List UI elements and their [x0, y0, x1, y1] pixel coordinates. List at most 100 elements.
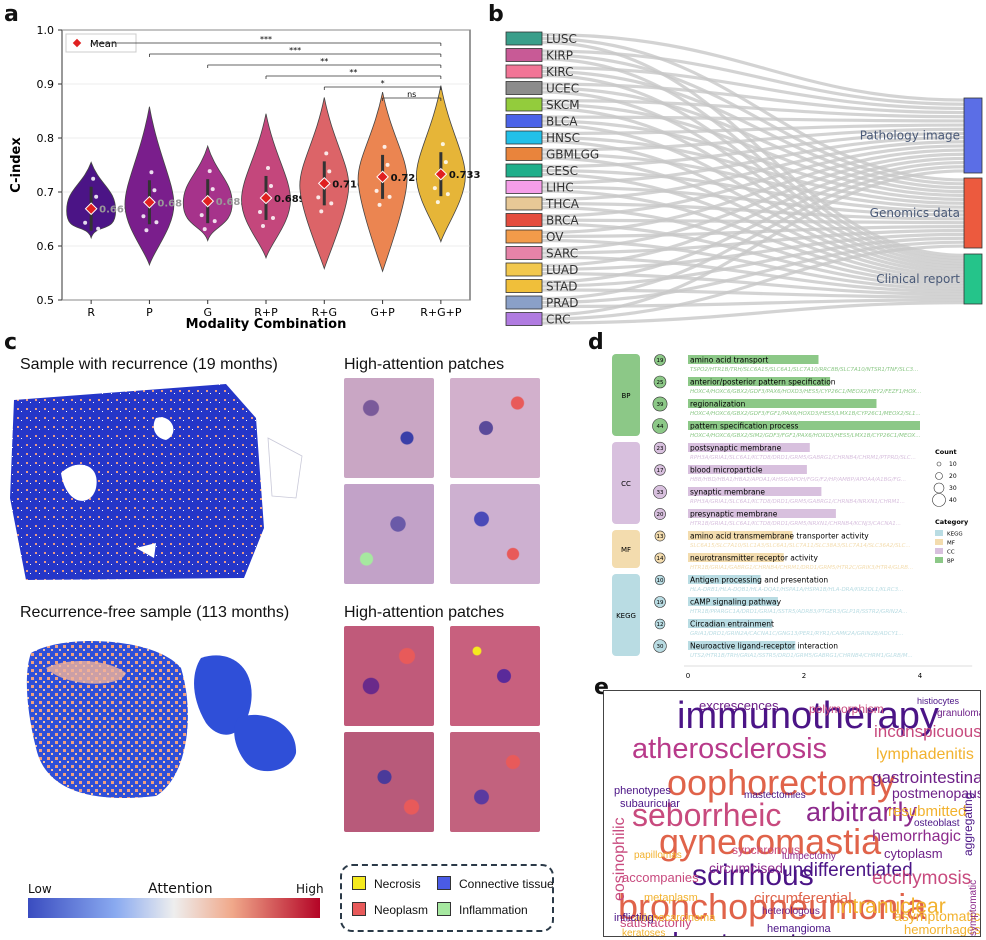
cloud-word: phenotypes [614, 785, 671, 797]
count-bubble [654, 464, 666, 476]
sankey-source-label: BLCA [546, 115, 578, 129]
x-tick-label: 0 [686, 672, 690, 680]
count-legend-label: 30 [949, 485, 957, 492]
y-tick-label: 0.5 [37, 294, 55, 307]
mean-label: 0.669 [99, 205, 131, 216]
term-genes: TSPO2/HTR1B/TRH/SLC6A15/SLC6A1/SLC7A10/R… [690, 367, 919, 373]
category-legend-label: KEGG [947, 532, 963, 538]
sankey-source-SARC [505, 246, 543, 260]
sig-label: ** [349, 68, 357, 77]
category-legend-swatch [935, 548, 943, 554]
term-bar [688, 619, 773, 628]
count-label: 44 [657, 424, 664, 430]
violin-point [212, 219, 217, 224]
y-tick-label: 0.9 [37, 78, 55, 91]
sankey-source-OV [505, 229, 543, 244]
x-tick-label: G+P [370, 306, 395, 319]
sankey-target [963, 97, 983, 174]
violin-point [443, 160, 448, 165]
panel-label-b: b [488, 2, 504, 27]
violin-point [319, 209, 324, 214]
term-genes: RPH3A/GRIA1/SLC6A1/KCTD8/DRD1/GRM5/GABRG… [690, 499, 905, 505]
sankey-target-label: Genomics data [870, 206, 960, 220]
violin-point [440, 142, 445, 147]
sankey-source-SKCM [505, 97, 543, 112]
cloud-word: lymphadenitis [876, 746, 974, 763]
violin-point [210, 187, 215, 192]
cloud-word: undifferentiated [782, 860, 913, 881]
sankey-link [541, 82, 965, 115]
mean-label: 0.683 [216, 197, 248, 208]
category-legend-swatch [935, 557, 943, 563]
term-genes: GRIA1/DRD1/GRIN2A/CACNA1C/GNG13/PER1/RYR… [690, 631, 904, 637]
count-label: 17 [657, 468, 664, 474]
term-label: neurotransmitter receptor activity [690, 554, 818, 563]
term-label: postsynaptic membrane [690, 444, 782, 453]
violin-point [96, 226, 101, 231]
cloud-word: circumferential [754, 890, 852, 907]
count-legend-circle [935, 472, 943, 480]
sankey-link [541, 169, 965, 317]
patch-4 [450, 484, 540, 584]
sankey-link [541, 236, 965, 288]
mean-marker [84, 202, 98, 216]
sig-label: *** [289, 46, 301, 55]
cloud-word: hemangioma [767, 923, 831, 935]
sankey-link [541, 144, 965, 218]
cloud-word: mastectomies [744, 790, 806, 801]
violin-point [377, 202, 382, 207]
violin-point [445, 192, 450, 197]
cloud-word: inflicting [614, 912, 654, 924]
cloud-word: hysterectomy [672, 928, 856, 936]
sankey-source-CESC [505, 163, 543, 178]
attention-high-label: High [296, 882, 324, 896]
violin-point [141, 214, 146, 219]
cloud-word: hemorrhagic [872, 828, 961, 845]
sankey-link [541, 140, 965, 202]
sankey-link [541, 218, 965, 225]
term-label: Circadian entrainment [690, 620, 774, 629]
cloud-word: bronchopneumonia [618, 886, 927, 927]
legend-inflammation: Inflammation [437, 902, 528, 917]
violin-point [374, 188, 379, 193]
cloud-word: intranuclear [836, 895, 946, 918]
sankey-link [541, 98, 965, 119]
cloud-word: asymptomatic [894, 908, 981, 924]
x-tick-label: G [203, 306, 212, 319]
patch-5 [344, 626, 434, 726]
term-genes: HOXC4/HOXC6/GBX2/SIM2/GDF3/FGF1/PAX6/HOX… [690, 433, 921, 439]
term-bar [688, 553, 784, 562]
category-block-label: CC [621, 480, 631, 488]
cloud-word: immunotherapy [677, 695, 939, 737]
count-label: 19 [657, 358, 664, 364]
sankey-source-LUSC [505, 31, 543, 46]
cloud-word: cytoplasm [884, 846, 943, 861]
term-bar [688, 531, 793, 540]
category-block-MF [612, 530, 640, 568]
sankey-source-label: STAD [546, 280, 577, 294]
y-tick-label: 1.0 [37, 24, 55, 37]
category-legend-label: CC [947, 550, 955, 556]
x-tick-label: 2 [802, 672, 806, 680]
sankey-source-label: KIRC [546, 65, 574, 79]
cloud-word: inconspicuous [874, 722, 981, 741]
count-label: 14 [657, 556, 664, 562]
violin-point [435, 200, 440, 205]
cloud-word: histiocytes [917, 696, 960, 706]
cloud-word: hemorrhages [904, 922, 981, 937]
violin-point [316, 195, 321, 200]
cloud-word: synchronous [732, 843, 801, 857]
term-genes: UTS2/HTR1B/TRH/GRIA1/SSTR5/DRD1/GRM5/GAB… [690, 653, 913, 659]
count-label: 13 [657, 534, 664, 540]
term-genes: SLC6A15/SLC7A10/SLC1A3/SLC6A1/SLC7A11/SL… [690, 543, 911, 549]
term-label: cAMP signaling pathway [690, 598, 782, 607]
count-legend-label: 10 [949, 461, 957, 468]
mean-marker [317, 176, 331, 190]
count-bubble [653, 375, 667, 389]
cloud-word: osteoblast [914, 818, 960, 829]
term-genes: HOXC4/HOXC6/GBX2/GDF3/FGF1/PAX6/HOXD3/HE… [690, 411, 921, 417]
count-label: 39 [657, 402, 664, 408]
cloud-word: metaplasm [644, 892, 698, 904]
term-bar [688, 465, 807, 474]
sankey-source-THCA [505, 196, 543, 211]
